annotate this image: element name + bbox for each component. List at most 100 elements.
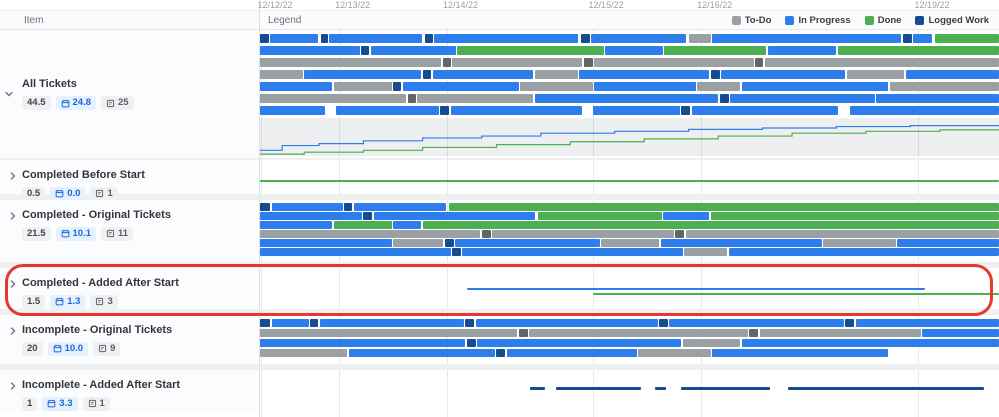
gantt-bar-segment: [452, 248, 461, 256]
gantt-track-completed-before-start: [260, 160, 999, 194]
gantt-track-completed-original: [260, 200, 999, 262]
gantt-bar-segment: [271, 203, 343, 211]
row-completed-added-after-start[interactable]: Completed - Added After Start 1.5 1.3 3: [0, 268, 259, 315]
calendar-icon: [61, 99, 69, 107]
gantt-bar-segment: [444, 239, 454, 247]
gantt-bar-segment: [449, 203, 999, 211]
gantt-bar-segment: [759, 329, 921, 337]
calendar-icon: [55, 298, 64, 306]
gantt-bar-segment: [393, 82, 402, 91]
gantt-bar-segment: [462, 248, 683, 256]
gantt-bar-segment: [659, 319, 668, 327]
chevron-right-icon[interactable]: [7, 210, 19, 222]
gantt-bar-segment: [363, 212, 373, 220]
gantt-bar-segment: [594, 58, 754, 67]
ticket-count-badge: 3: [90, 295, 118, 309]
gantt-bar-segment: [728, 248, 999, 256]
gantt-bar-segment: [260, 46, 360, 55]
gantt-bar-segment: [845, 319, 855, 327]
gantt-bar-segment: [417, 94, 534, 103]
legend-item: In Progress: [785, 15, 851, 26]
effort-badge: 21.5: [22, 227, 51, 241]
row-all-tickets[interactable]: All Tickets 44.5 24.8 25: [0, 30, 259, 160]
gantt-bar-segment: [583, 58, 593, 67]
gantt-bar-segment: [336, 106, 439, 115]
gantt-bar-segment: [764, 58, 999, 67]
gantt-bar-segment: [466, 288, 926, 290]
gantt-bar-segment: [260, 82, 333, 91]
chevron-right-icon[interactable]: [7, 278, 19, 290]
gantt-bar-segment: [691, 106, 838, 115]
row-incomplete-added-after-start[interactable]: Incomplete - Added After Start 1 3.3 1: [0, 370, 259, 412]
effort-badge: 1: [22, 397, 38, 411]
effort-badge: 44.5: [22, 96, 51, 110]
gantt-bar-segment: [442, 58, 451, 67]
legend-items: To-Do In Progress Done Logged Work: [731, 15, 989, 26]
gantt-bar-segment: [688, 34, 711, 43]
gantt-bar-segment: [849, 106, 999, 115]
row-completed-original-tickets[interactable]: Completed - Original Tickets 21.5 10.1 1…: [0, 200, 259, 268]
gantt-bar-segment: [855, 319, 999, 327]
gantt-bar-segment: [424, 34, 433, 43]
gantt-bar-segment: [466, 339, 476, 347]
timeline-row-completed-added-after: [260, 268, 999, 315]
timeline-header: 12/12/22 12/13/22 12/14/22 12/15/22 12/16/22…: [257, 0, 999, 30]
gantt-bar-segment: [721, 70, 846, 79]
gantt-bar-segment: [592, 106, 680, 115]
gantt-bar-segment: [767, 46, 836, 55]
gantt-bar-segment: [922, 329, 999, 337]
gantt-bar-segment: [788, 387, 985, 390]
gantt-bar-segment: [457, 46, 604, 55]
estimated-days-badge: 0.0: [50, 187, 86, 201]
gantt-track-completed-added-after: [260, 268, 999, 309]
gantt-bar-segment: [434, 34, 579, 43]
row-title: All Tickets: [22, 78, 77, 91]
chevron-right-icon[interactable]: [7, 380, 19, 392]
effort-badge: 0.5: [22, 187, 46, 201]
row-completed-before-start[interactable]: Completed Before Start 0.5 0.0 1: [0, 160, 259, 201]
gantt-bar-segment: [260, 58, 442, 67]
item-panel: Item All Tickets 44.5 24.8 25: [0, 0, 260, 417]
gantt-bar-segment: [730, 94, 875, 103]
row-title: Completed Before Start: [22, 169, 145, 181]
row-title: Incomplete - Original Tickets: [22, 324, 173, 336]
gantt-bar-segment: [260, 329, 518, 337]
timeline-row-completed-original: [260, 200, 999, 268]
gantt-bar-segment: [660, 239, 822, 247]
chevron-right-icon[interactable]: [7, 325, 19, 337]
gantt-bar-segment: [905, 70, 999, 79]
ticket-count-badge: 1: [82, 397, 110, 411]
gantt-bar-segment: [528, 329, 748, 337]
gantt-bar-segment: [310, 319, 319, 327]
gantt-bar-segment: [270, 34, 319, 43]
gantt-bar-segment: [605, 46, 663, 55]
gantt-bar-segment: [260, 319, 271, 327]
ticket-count-badge: 1: [90, 187, 118, 201]
gantt-bar-segment: [465, 319, 475, 327]
chevron-down-icon[interactable]: [3, 88, 15, 100]
gantt-bar-segment: [450, 106, 583, 115]
timeline-row-completed-before-start: [260, 160, 999, 200]
gantt-bar-segment: [712, 349, 889, 357]
gantt-bar-segment: [333, 221, 392, 229]
gantt-bar-segment: [682, 339, 741, 347]
date-label: 12/19/22: [914, 0, 950, 10]
gantt-bar-segment: [889, 82, 999, 91]
legend-swatch: [785, 15, 795, 25]
gantt-bar-segment: [749, 329, 759, 337]
row-incomplete-original-tickets[interactable]: Incomplete - Original Tickets 20 10.0 9: [0, 315, 259, 370]
gantt-bar-segment: [675, 230, 685, 238]
gantt-bar-segment: [664, 46, 767, 55]
gantt-bar-segment: [669, 319, 844, 327]
gantt-bar-segment: [440, 106, 450, 115]
ticket-icon: [106, 99, 115, 107]
estimated-days-badge: 3.3: [42, 397, 78, 411]
gantt-bar-segment: [481, 230, 491, 238]
chevron-right-icon[interactable]: [7, 170, 19, 182]
date-label: 12/13/22: [335, 0, 371, 10]
gantt-bar-segment: [537, 212, 662, 220]
gantt-bar-segment: [344, 203, 353, 211]
gantt-bar-segment: [260, 230, 481, 238]
gantt-bar-segment: [681, 106, 691, 115]
gantt-bar-segment: [902, 34, 912, 43]
